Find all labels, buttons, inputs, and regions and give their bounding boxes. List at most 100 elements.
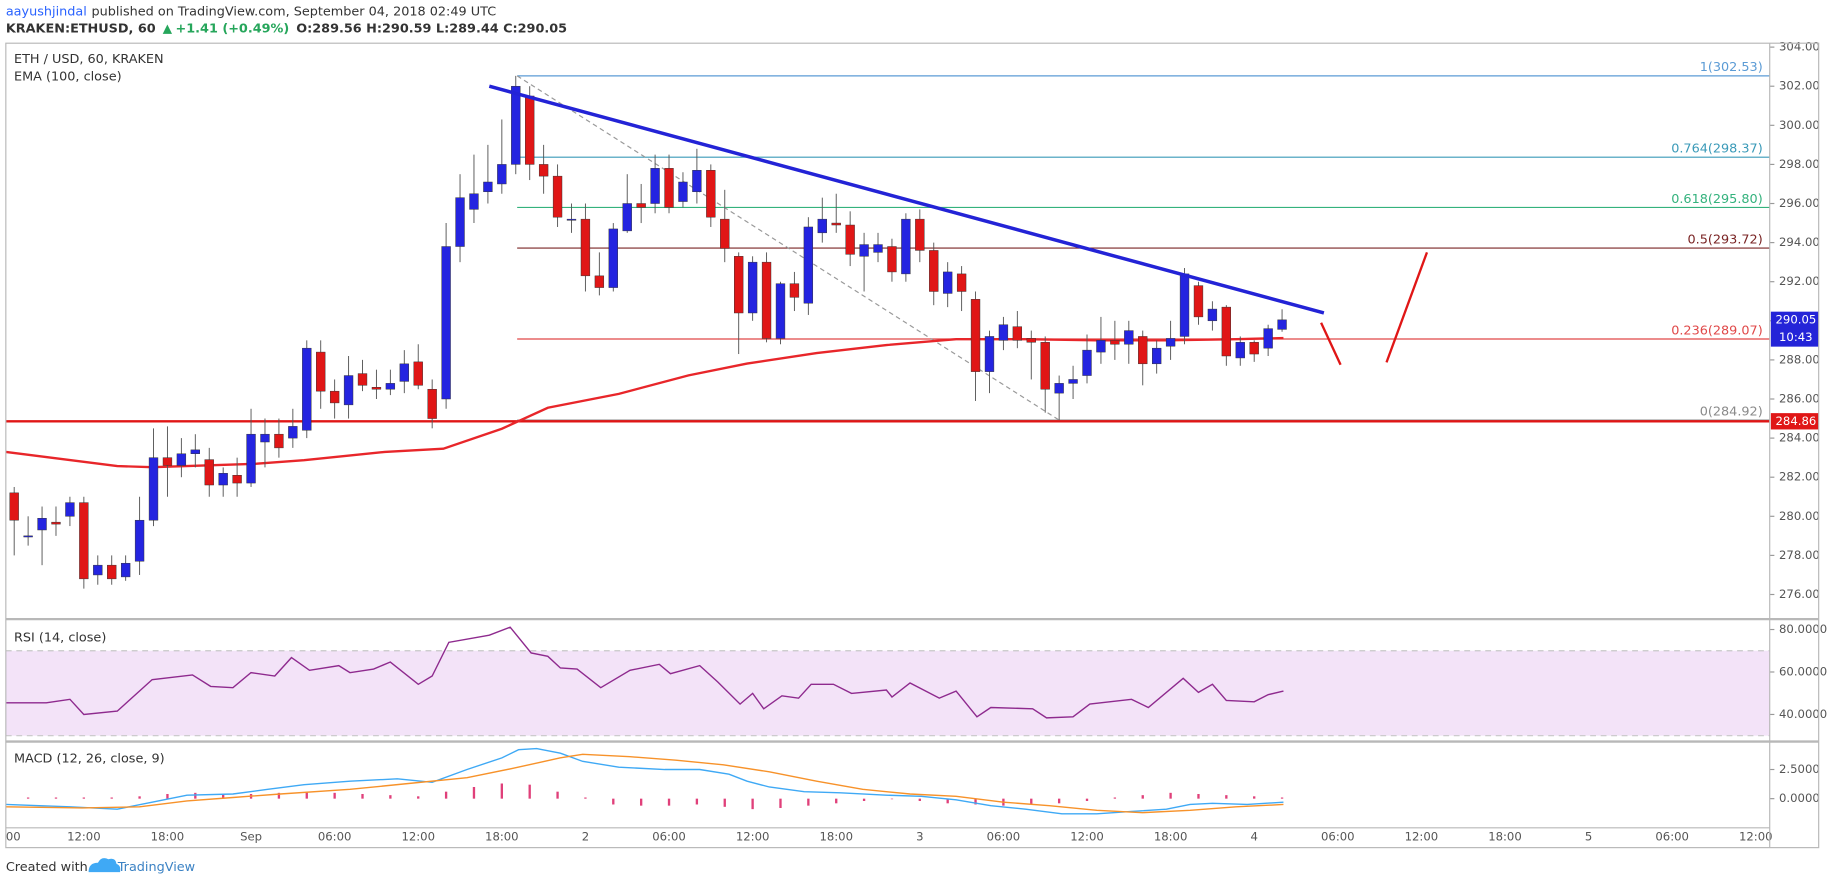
- y-tick-label: 280.00: [1779, 509, 1820, 523]
- y-tick-label: 278.00: [1779, 548, 1820, 562]
- candle-body: [943, 271, 953, 294]
- histogram-bar: [695, 798, 699, 805]
- candle-body: [260, 433, 270, 443]
- footer-text: Created with: [6, 860, 88, 875]
- histogram-bar: [361, 793, 364, 799]
- histogram-bar: [751, 798, 754, 810]
- x-tick-label: 12:00: [1405, 830, 1439, 844]
- ohlc: O:289.56 H:290.59 L:289.44 C:290.05: [296, 22, 567, 37]
- x-tick-label: 12:00: [736, 830, 770, 844]
- x-tick-label: 18:00: [485, 830, 519, 844]
- histogram-bar: [166, 793, 169, 799]
- candle-body: [316, 351, 326, 392]
- candle-body: [525, 95, 535, 165]
- candle-body: [1110, 340, 1120, 345]
- histogram-bar: [1280, 797, 1284, 799]
- x-tick-label: 18:00: [1154, 830, 1188, 844]
- candle-body: [803, 226, 814, 304]
- candle-body: [859, 244, 869, 257]
- candle-body: [148, 457, 159, 521]
- candle-body: [23, 535, 33, 538]
- pane-title: ETH / USD, 60, KRAKEN: [14, 52, 164, 67]
- candle-body: [552, 175, 563, 218]
- footer-brand[interactable]: TradingView: [117, 860, 195, 875]
- candle-body: [1221, 306, 1231, 357]
- candle-body: [580, 218, 591, 277]
- sketch-line: [1385, 251, 1429, 363]
- x-tick-label: 06:00: [318, 830, 352, 844]
- candle-body: [371, 387, 382, 390]
- candle-body: [1040, 342, 1050, 390]
- y-tick-label: 0.0000: [1779, 791, 1820, 805]
- histogram-bar: [26, 797, 30, 799]
- candle-body: [176, 453, 187, 466]
- candle-body: [246, 433, 256, 484]
- candle-body: [1124, 330, 1134, 345]
- candle-body: [678, 181, 688, 202]
- countdown-label: 10:43: [1779, 330, 1813, 344]
- candle-body: [413, 361, 423, 386]
- histogram-bar: [389, 795, 392, 799]
- candle-body: [970, 299, 981, 372]
- candle-body: [692, 170, 702, 193]
- author[interactable]: aayushjindal: [6, 4, 87, 19]
- candle-body: [873, 244, 883, 253]
- last-price-box: [1770, 311, 1819, 347]
- histogram-bar: [1113, 797, 1117, 799]
- histogram-bar: [946, 798, 949, 804]
- histogram-bar: [1253, 796, 1256, 799]
- x-tick-label: 06:00: [652, 830, 686, 844]
- candle-body: [734, 256, 744, 314]
- candle-body: [9, 492, 19, 521]
- candle-body: [232, 475, 242, 484]
- candle-body: [608, 228, 618, 288]
- histogram-bar: [194, 792, 197, 799]
- candle-body: [302, 347, 312, 431]
- indicator-line: [5, 626, 1284, 719]
- candle-body: [622, 203, 632, 232]
- candle-body: [357, 373, 368, 386]
- candle-body: [1179, 273, 1190, 337]
- candle-body: [134, 519, 145, 562]
- candle-body: [93, 564, 103, 576]
- fib-label: 0.764(298.37): [1671, 142, 1763, 157]
- candle-body: [1152, 347, 1162, 365]
- candle-body: [1068, 379, 1078, 384]
- logo-icon: [88, 858, 121, 873]
- histogram-bar: [835, 798, 838, 804]
- x-tick-label: 5: [1585, 830, 1592, 844]
- candle-body: [107, 564, 117, 580]
- candle-body: [538, 164, 549, 177]
- histogram-bar: [807, 798, 810, 806]
- y-tick-label: 276.00: [1779, 587, 1820, 601]
- candle-body: [65, 502, 75, 517]
- candle-body: [329, 390, 340, 404]
- candle-body: [51, 521, 61, 525]
- indicator-title: EMA (100, close): [14, 70, 122, 85]
- candle-body: [455, 197, 465, 247]
- candle-body: [190, 449, 200, 454]
- y-tick-label: 298.00: [1779, 157, 1820, 171]
- candle-body: [915, 218, 925, 251]
- candle-body: [929, 250, 939, 292]
- candle-body: [636, 203, 646, 208]
- histogram-bar: [472, 786, 476, 799]
- x-tick-label: 4: [1250, 830, 1257, 844]
- tradingview-logo[interactable]: TradingView: [88, 858, 196, 875]
- x-tick-label: 12:00: [401, 830, 435, 844]
- candle-body: [1138, 336, 1148, 365]
- candle-body: [497, 164, 507, 185]
- histogram-bar: [54, 797, 58, 799]
- pane-title: MACD (12, 26, close, 9): [14, 752, 165, 767]
- candle-body: [789, 283, 800, 298]
- candle-body: [427, 388, 437, 419]
- histogram-bar: [500, 783, 503, 799]
- histogram-bar: [918, 798, 921, 801]
- histogram-bar: [138, 796, 141, 799]
- histogram-bar: [890, 798, 894, 800]
- x-tick-label: 12:00: [1739, 830, 1773, 844]
- y-tick-label: 286.00: [1779, 392, 1820, 406]
- candle-body: [399, 363, 409, 382]
- histogram-bar: [444, 791, 448, 799]
